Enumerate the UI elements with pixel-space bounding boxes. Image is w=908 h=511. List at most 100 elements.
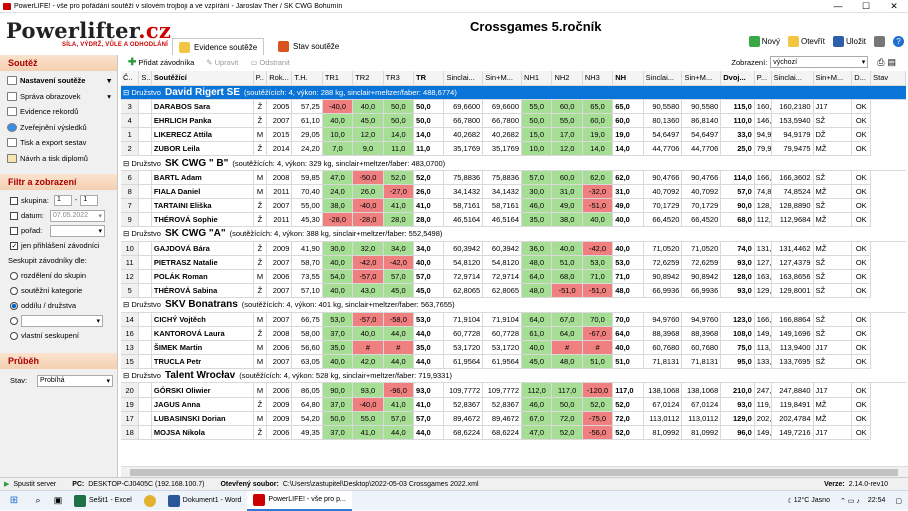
column-header[interactable]: Č.. bbox=[121, 71, 140, 86]
sidebar-item-rekordy[interactable]: Evidence rekordů bbox=[0, 104, 117, 120]
datum-picker[interactable]: 07.05.2022 ▾ bbox=[50, 209, 105, 222]
tab-evidence[interactable]: Evidence soutěže bbox=[172, 38, 265, 55]
collapse-icon[interactable]: ⊟ bbox=[123, 300, 130, 310]
save-button[interactable]: Uložit bbox=[832, 36, 866, 47]
tools-icon[interactable] bbox=[874, 36, 885, 47]
table-row[interactable]: 14 CICHÝ Vojtěch M 2007 66,75 53,0 -57,0 -58,0 5… bbox=[121, 312, 906, 327]
porad-select[interactable]: ▾ bbox=[50, 224, 105, 237]
task-view-icon[interactable]: ▣ bbox=[53, 495, 63, 505]
table-row[interactable]: 8 FIALA Daniel M 2011 70,40 24,0 26,0 -27,0 26,0… bbox=[121, 184, 906, 200]
table-row[interactable]: 7 TARTAINI Eliška Ž 2007 55,00 38,0 -40,0 41,0 4… bbox=[121, 198, 906, 214]
column-header[interactable]: TR2 bbox=[352, 71, 384, 86]
skupina-to-spinner[interactable]: 1 bbox=[80, 195, 99, 206]
column-header[interactable]: T.H. bbox=[291, 71, 323, 86]
skupina-from-spinner[interactable]: 1 bbox=[54, 195, 72, 206]
open-button[interactable]: Otevřít bbox=[787, 36, 825, 47]
table-row[interactable]: 10 GAJDOVÁ Bára Ž 2009 41,90 30,0 32,0 34,0 34,0… bbox=[121, 241, 906, 256]
new-button[interactable]: Nový bbox=[748, 36, 780, 47]
table-row[interactable]: 15 TRUCLA Petr M 2007 63,05 40,0 42,0 44,0 44,0 6… bbox=[121, 354, 906, 370]
sidebar-item-sprava[interactable]: Správa obrazovek ▾ bbox=[0, 89, 117, 105]
column-header[interactable]: NH1 bbox=[521, 71, 553, 86]
radio-oddil[interactable]: oddílu / družstva bbox=[0, 298, 117, 313]
start-icon[interactable]: ⊞ bbox=[9, 495, 19, 506]
taskbar-word[interactable]: Dokument1 - Word bbox=[162, 491, 248, 511]
system-tray[interactable]: ⌃ ▭ ♪ bbox=[839, 497, 860, 505]
table-row[interactable]: 6 BARTL Adam M 2008 59,85 47,0 -50,0 52,0 52,0 75… bbox=[121, 170, 906, 185]
print-icon[interactable]: ⎙ bbox=[877, 56, 885, 67]
view-select[interactable]: výchozí ▾ bbox=[770, 56, 869, 68]
column-header[interactable]: NH2 bbox=[551, 71, 583, 86]
sidebar-item-zverejneni[interactable]: Zveřejnění výsledků bbox=[0, 120, 117, 136]
skupina-checkbox[interactable] bbox=[10, 196, 18, 205]
table-row[interactable]: 3 DARABOS Sara Ž 2005 57,25 -40,0 40,0 50,0 50,0… bbox=[121, 99, 906, 114]
stav-select[interactable]: Probíhá ▾ bbox=[37, 374, 113, 387]
taskbar-chrome[interactable] bbox=[138, 491, 162, 511]
column-header[interactable]: D... bbox=[851, 71, 872, 86]
table-row[interactable]: 4 EHRLICH Panka Ž 2007 61,10 40,0 45,0 50,0 50,0… bbox=[121, 113, 906, 129]
table-row[interactable]: 20 GÓRSKI Oliwier M 2006 86,05 90,0 93,0 -96,0 9… bbox=[121, 382, 906, 398]
close-button[interactable]: ✕ bbox=[890, 0, 898, 11]
table-row[interactable]: 13 ŠIMEK Martin M 2006 56,60 35,0 # #35,0 53,172… bbox=[121, 340, 906, 356]
column-header[interactable]: Dvoj... bbox=[720, 71, 755, 86]
group-field-select[interactable]: ▾ bbox=[21, 314, 103, 327]
maximize-button[interactable]: ☐ bbox=[861, 0, 871, 11]
radio-button[interactable] bbox=[10, 271, 18, 280]
sidebar-item-diplomy[interactable]: Návrh a tisk diplomů bbox=[0, 151, 117, 167]
column-header[interactable]: Sinclai... bbox=[643, 71, 683, 86]
radio-button[interactable] bbox=[10, 286, 18, 295]
radio-vlastni[interactable]: vlastní seskupení bbox=[0, 328, 117, 343]
table-row[interactable]: 5 THÉROVÁ Sabina Ž 2007 57,10 40,0 43,0 45,0 45,… bbox=[121, 283, 906, 299]
jen-prihlaseni-checkbox[interactable] bbox=[10, 241, 18, 250]
table-row[interactable]: 2 ZUBOR Leila Ž 2014 24,20 7,0 9,0 11,0 11,0 35,1… bbox=[121, 141, 906, 157]
team-group-row[interactable]: ⊟ Družstvo SK CWG " B" (soutěžících: 4, vý… bbox=[121, 155, 906, 171]
column-header[interactable]: TR bbox=[413, 71, 445, 86]
column-header[interactable]: Stav bbox=[870, 71, 906, 86]
edit-button[interactable]: ✎ Upravit bbox=[206, 58, 238, 67]
collapse-icon[interactable]: ⊟ bbox=[123, 229, 130, 239]
sidebar-item-nastaveni[interactable]: Nastavení soutěže ▾ bbox=[0, 73, 117, 89]
search-icon[interactable]: ⌕ bbox=[35, 495, 41, 505]
column-header[interactable]: TR1 bbox=[322, 71, 354, 86]
team-group-row[interactable]: ⊟ Družstvo Talent Wrocłav (soutěžících: 4,… bbox=[121, 368, 906, 384]
team-group-row[interactable]: ⊟ Družstvo David Rigert SE (soutěžících: 4… bbox=[121, 85, 906, 100]
taskbar-excel[interactable]: Sešit1 - Excel bbox=[68, 491, 138, 511]
scrollbar-thumb[interactable] bbox=[130, 469, 898, 476]
table-row[interactable]: 16 KANTOROVÁ Laura Ž 2008 58,00 37,0 40,0 44,0 4… bbox=[121, 326, 906, 341]
export-icon[interactable]: ▤ bbox=[887, 56, 896, 67]
taskbar-powerlife[interactable]: PowerLIFE! - vše pro p... bbox=[247, 490, 352, 511]
table-row[interactable]: 18 MOJSA Nikola Ž 2006 49,35 37,0 41,0 44,0 44,0… bbox=[121, 425, 906, 441]
column-header[interactable]: P.. bbox=[253, 71, 268, 86]
horizontal-scrollbar[interactable] bbox=[121, 466, 908, 477]
column-header[interactable]: Sin+M... bbox=[681, 71, 722, 86]
start-server-button[interactable]: Spustit server bbox=[13, 480, 57, 488]
table-row[interactable]: 12 POLÁK Roman M 2006 73,55 54,0 -57,0 57,0 57,0… bbox=[121, 269, 906, 285]
column-header[interactable]: Sin+M... bbox=[482, 71, 523, 86]
help-icon[interactable]: ? bbox=[893, 36, 904, 47]
team-group-row[interactable]: ⊟ Družstvo SK CWG "A" (soutěžících: 4, výk… bbox=[121, 226, 906, 242]
tab-stav[interactable]: Stav soutěže bbox=[272, 38, 345, 55]
table-row[interactable]: 9 THÉROVÁ Sophie Ž 2011 45,30 -28,0 -28,0 28,0 2… bbox=[121, 212, 906, 228]
table-row[interactable]: 17 LUBASINSKI Dorian M 2009 54,20 50,0 55,0 57,… bbox=[121, 411, 906, 427]
table-row[interactable]: 11 PIETRASZ Natalie Ž 2007 58,70 40,0 -42,0 -42… bbox=[121, 255, 906, 270]
column-header[interactable]: Sinclai... bbox=[771, 71, 814, 86]
collapse-icon[interactable]: ⊟ bbox=[123, 158, 130, 168]
play-icon[interactable]: ▶ bbox=[4, 481, 10, 488]
radio-button[interactable] bbox=[10, 316, 18, 325]
radio-button[interactable] bbox=[10, 301, 18, 310]
column-header[interactable]: Sin+M... bbox=[813, 71, 853, 86]
column-header[interactable]: NH3 bbox=[582, 71, 614, 86]
radio-button[interactable] bbox=[10, 331, 18, 340]
table-row[interactable]: 1 LIKERECZ Attila M 2015 29,05 10,0 12,0 14,0 14… bbox=[121, 127, 906, 143]
table-row[interactable]: 19 JAGUS Anna Ž 2009 64,80 37,0 -40,0 41,0 41,0 5… bbox=[121, 397, 906, 412]
column-header[interactable]: Rok... bbox=[266, 71, 293, 86]
column-header[interactable]: Sinclai... bbox=[443, 71, 484, 86]
datum-checkbox[interactable] bbox=[10, 211, 18, 220]
column-header[interactable]: S.. bbox=[138, 71, 152, 86]
porad-checkbox[interactable] bbox=[10, 226, 18, 235]
team-group-row[interactable]: ⊟ Družstvo SKV Bonatrans (soutěžících: 4, … bbox=[121, 297, 906, 313]
column-header[interactable]: TR3 bbox=[383, 71, 415, 86]
radio-kategorie[interactable]: soutěžní kategorie bbox=[0, 283, 117, 298]
sidebar-item-tisk[interactable]: Tisk a export sestav bbox=[0, 135, 117, 151]
radio-custom-field[interactable]: ▾ bbox=[0, 313, 117, 328]
collapse-icon[interactable]: ⊟ bbox=[123, 371, 130, 381]
